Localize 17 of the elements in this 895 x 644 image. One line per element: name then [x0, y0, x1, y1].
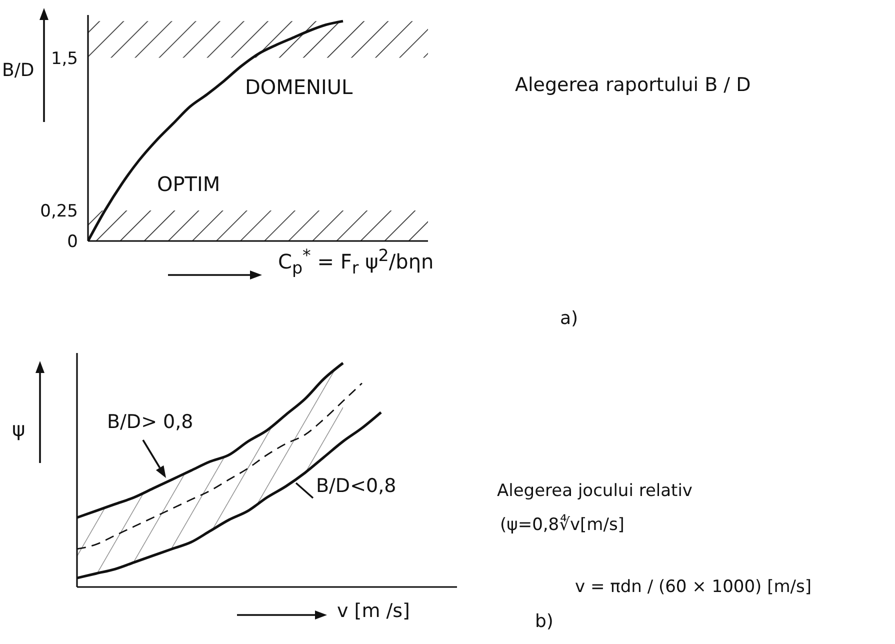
- annotation: DOMENIUL: [245, 75, 353, 99]
- series-label: B/D> 0,8: [107, 411, 194, 434]
- x-axis-title: C$_{p}$$^{*}$ = F$_{r}$ ψ$^{2}$/bηn: [278, 246, 434, 279]
- text: b): [535, 611, 554, 633]
- text: Alegerea jocului relativ: [497, 481, 692, 502]
- x-axis-title: v [m /s]: [337, 600, 410, 623]
- y-tick-label: 1,5: [50, 48, 78, 69]
- text: Alegerea raportului B / D: [515, 74, 751, 97]
- text: (ψ=0,8∜v[m/s]: [500, 515, 624, 536]
- y-axis-title: B/D: [2, 60, 34, 82]
- y-tick-label: 0,25: [40, 201, 78, 222]
- text: a): [560, 308, 578, 330]
- annotation: OPTIM: [157, 172, 220, 196]
- text: v = πdn / (60 × 1000) [m/s]: [575, 577, 812, 598]
- y-tick-label: 0: [67, 232, 78, 252]
- y-axis-title: ψ: [12, 417, 26, 441]
- legend-label: B/D<0,8: [316, 475, 396, 498]
